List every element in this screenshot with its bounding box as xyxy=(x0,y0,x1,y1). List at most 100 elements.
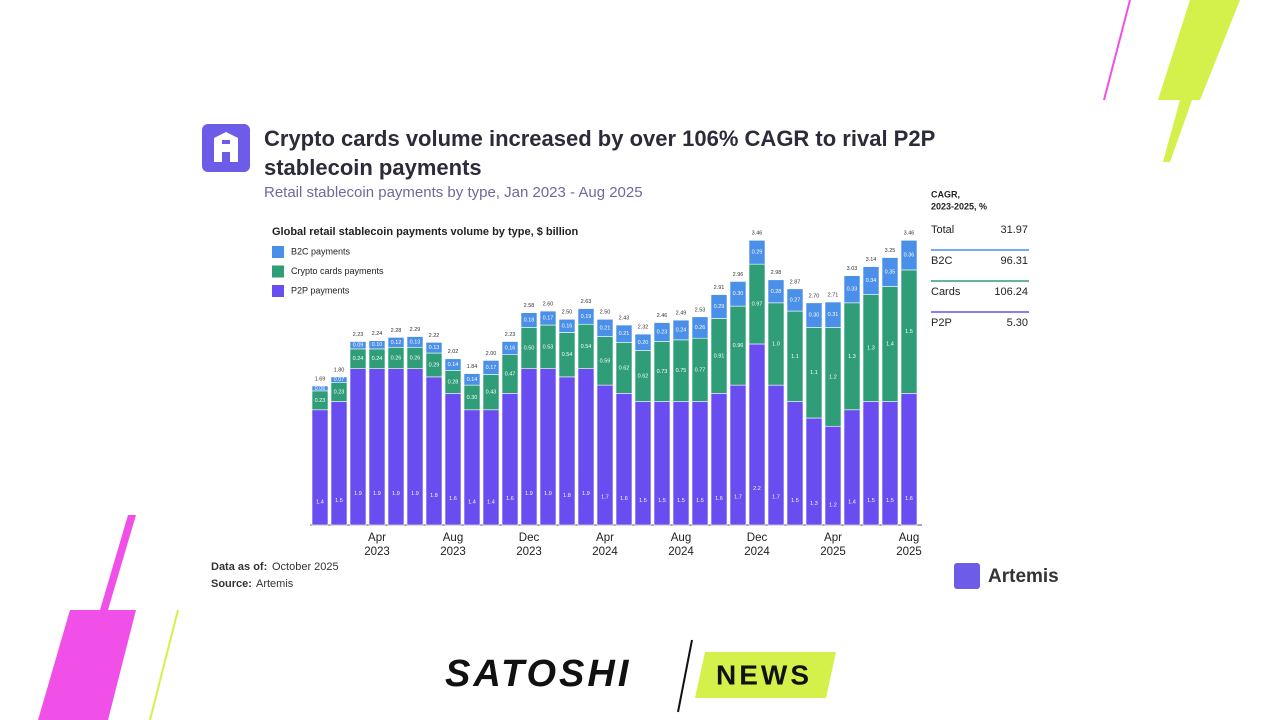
value-label: 0.07 xyxy=(334,377,345,383)
bar-segment xyxy=(349,341,367,350)
bar-segment xyxy=(501,393,519,526)
value-label: 1.9 xyxy=(411,491,419,497)
value-label: 1.9 xyxy=(354,491,362,497)
bar-segment xyxy=(767,384,785,526)
total-label: 3.14 xyxy=(866,257,877,263)
note-label: Data as of: xyxy=(211,561,267,573)
bar-segment xyxy=(729,384,747,526)
decor xyxy=(677,639,693,713)
value-label: 0.30 xyxy=(809,313,820,319)
total-label: 2.00 xyxy=(486,351,497,357)
value-label: 1.4 xyxy=(316,499,324,505)
bar-segment xyxy=(558,376,576,526)
bar-segment xyxy=(881,401,899,526)
value-label: 1.9 xyxy=(544,491,552,497)
value-label: 1.5 xyxy=(335,498,343,504)
bar-segment xyxy=(691,401,709,526)
total-label: 2.96 xyxy=(733,272,744,278)
cagr-row-value: 106.24 xyxy=(994,286,1028,298)
bar-segment xyxy=(520,312,538,328)
value-label: 0.16 xyxy=(562,323,573,329)
subtitle: Retail stablecoin payments by type, Jan … xyxy=(264,184,643,201)
bar-segment xyxy=(482,409,500,526)
x-tick-label: 2024 xyxy=(592,546,618,558)
decor xyxy=(1103,0,1131,101)
legend-swatch xyxy=(272,265,284,278)
note: Artemis xyxy=(256,578,294,590)
total-label: 2.22 xyxy=(429,333,440,339)
value-label: 1.7 xyxy=(772,494,780,500)
x-tick-label: Aug xyxy=(443,532,463,544)
x-tick-label: 2025 xyxy=(896,546,922,558)
total-label: 1.84 xyxy=(467,364,478,370)
cagr-row-label: Cards xyxy=(931,286,961,298)
value-label: 0.28 xyxy=(448,379,459,385)
bar-segment xyxy=(615,324,633,343)
value-label: 0.16 xyxy=(505,346,516,352)
value-label: 1.5 xyxy=(677,498,685,504)
bar-segment xyxy=(596,384,614,526)
title: stablecoin payments xyxy=(264,155,482,180)
bar-segment xyxy=(368,368,386,526)
decor xyxy=(100,515,136,610)
value-label: 1.9 xyxy=(525,491,533,497)
bar-segment xyxy=(501,341,519,355)
value-label: 1.6 xyxy=(905,496,913,502)
total-label: 2.02 xyxy=(448,349,459,355)
value-label: 1.9 xyxy=(582,491,590,497)
bar-segment xyxy=(805,417,823,526)
value-label: 0.34 xyxy=(866,278,877,284)
value-label: 0.12 xyxy=(391,340,402,346)
logo-glyph xyxy=(214,132,238,162)
total-label: 2.28 xyxy=(391,328,402,334)
value-label: 0.97 xyxy=(752,302,763,308)
x-tick-label: Apr xyxy=(596,532,614,544)
total-label: 2.98 xyxy=(771,270,782,276)
bar-segment xyxy=(558,318,576,333)
x-tick-label: Dec xyxy=(519,532,540,544)
value-label: 1.5 xyxy=(639,498,647,504)
bar-segment xyxy=(425,342,443,354)
note: October 2025 xyxy=(272,561,339,573)
value-label: 0.30 xyxy=(467,395,478,401)
total-label: 2.87 xyxy=(790,279,801,285)
total-label: 2.63 xyxy=(581,299,592,305)
bar-segment xyxy=(862,401,880,526)
cagr-row-label: P2P xyxy=(931,317,952,329)
value-label: 1.7 xyxy=(601,494,609,500)
value-label: 0.09 xyxy=(353,343,364,349)
bar-segment xyxy=(767,279,785,304)
total-label: 2.50 xyxy=(600,310,611,316)
x-tick-label: Apr 2025 xyxy=(820,532,846,558)
total-label: 2.24 xyxy=(372,331,383,337)
value-label: 0.14 xyxy=(448,362,459,368)
value-label: 0.75 xyxy=(676,368,687,374)
bar-segment xyxy=(672,319,690,341)
value-label: 0.18 xyxy=(524,318,535,324)
value-label: 0.29 xyxy=(714,304,725,310)
value-label: 1.6 xyxy=(715,496,723,502)
value-label: 0.35 xyxy=(885,269,896,275)
bar-segment xyxy=(786,401,804,526)
value-label: 1.1 xyxy=(810,370,818,376)
total-label: 3.25 xyxy=(885,248,896,254)
bar-segment xyxy=(672,401,690,526)
chart-title: Global retail stablecoin payments volume… xyxy=(272,226,579,238)
bar-segment xyxy=(748,239,766,265)
x-tick-label: Dec 2023 xyxy=(516,532,542,558)
total-label: 3.03 xyxy=(847,266,858,272)
value-label: 0.73 xyxy=(657,369,668,375)
bar-segment xyxy=(862,266,880,295)
bar-segment xyxy=(729,281,747,307)
cagr-title: CAGR, xyxy=(931,189,960,199)
bar-segment xyxy=(710,393,728,526)
value-label: 0.19 xyxy=(581,314,592,320)
value-label: 1.4 xyxy=(886,341,894,347)
bar-segment xyxy=(425,376,443,526)
value-label: 1.7 xyxy=(734,494,742,500)
x-tick-label: 2023 xyxy=(516,546,542,558)
value-label: 0.06 xyxy=(315,386,326,392)
value-label: 1.8 xyxy=(430,493,438,499)
value-label: 1.6 xyxy=(449,496,457,502)
